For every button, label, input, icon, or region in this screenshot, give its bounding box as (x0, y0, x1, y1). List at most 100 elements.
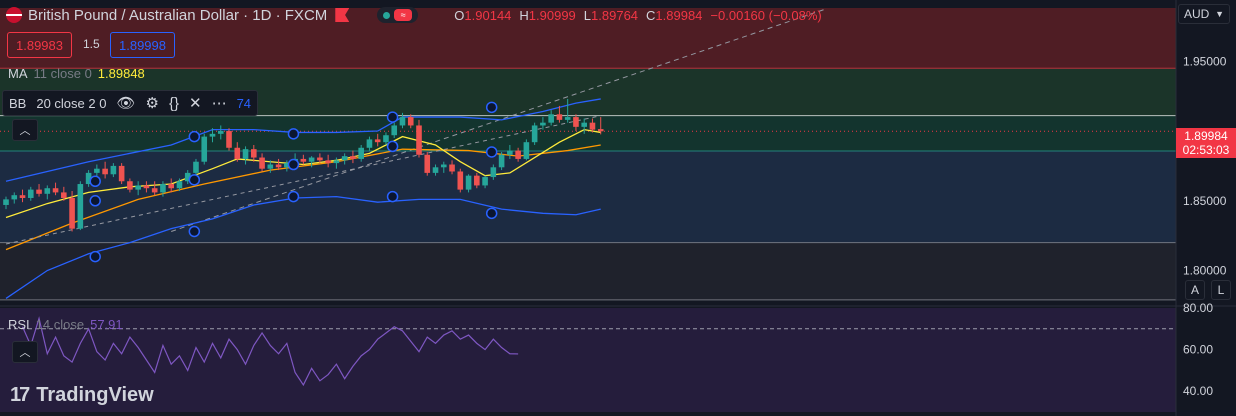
candle-body (61, 192, 67, 198)
bb-marker (386, 190, 399, 203)
ma-name: MA (8, 66, 28, 81)
tradingview-logo[interactable]: 17 TradingView (10, 384, 154, 407)
candle-body (193, 161, 199, 173)
candle-body (383, 135, 389, 143)
candle-body (366, 139, 373, 148)
chevron-up-icon: ︿ (19, 125, 31, 137)
candle-body (416, 125, 422, 155)
ma-params: 11 close 0 (33, 66, 92, 81)
source-code-icon[interactable]: {} (168, 94, 179, 112)
price-zone (0, 115, 1176, 151)
symbol-title[interactable]: British Pound / Australian Dollar · 1D ·… (28, 6, 328, 24)
candle-body (482, 177, 488, 186)
candle-body (151, 188, 158, 193)
rsi-tick-label: 80.00 (1183, 301, 1213, 315)
candle-body (118, 165, 125, 182)
candle-body (184, 172, 191, 182)
bb-legend[interactable]: BB 20 close 2 0 👁 ⚙ {} ✕ ⋯ 74 (2, 90, 259, 116)
price-tick-label: 1.95000 (1183, 54, 1227, 68)
candle-body (168, 184, 174, 189)
candle-body (498, 154, 505, 168)
candle-body (69, 197, 75, 229)
bb-upper-band (5, 98, 601, 182)
bb-lower-band (5, 195, 601, 299)
candle-body (556, 114, 563, 120)
candle-body (242, 149, 249, 159)
price-zone (0, 242, 1176, 300)
ohlc-values: O1.90144 H1.90999 L1.89764 C1.89984 −0.0… (454, 8, 821, 23)
log-scale-button[interactable]: L (1211, 280, 1231, 300)
bb-value: 74 (236, 95, 252, 111)
price-zone (0, 8, 1176, 69)
candle-body (19, 195, 26, 198)
auto-scale-button[interactable]: A (1185, 280, 1205, 300)
candle-body (127, 181, 133, 190)
candle-body (424, 154, 431, 173)
open-label: O (454, 7, 465, 23)
candle-body (589, 122, 596, 130)
candle-body (308, 157, 315, 162)
bb-marker (188, 174, 201, 186)
candle-body (474, 175, 480, 186)
bb-marker (485, 146, 498, 158)
last-price-label: 1.89984 02:53:03 (1176, 128, 1236, 158)
market-status-pill[interactable]: ≈ (377, 7, 419, 23)
collapse-legend-button[interactable]: ︿ (12, 119, 38, 141)
bb-marker (386, 140, 399, 153)
collapse-rsi-legend-button[interactable]: ︿ (12, 341, 38, 363)
rsi-line (21, 316, 519, 387)
ma-value: 1.89848 (97, 66, 145, 81)
candle-body (217, 131, 224, 134)
gear-icon[interactable]: ⚙ (145, 95, 159, 112)
candle-body (597, 129, 604, 132)
low-value: 1.89764 (591, 7, 639, 23)
eye-icon[interactable]: 👁 (116, 95, 136, 112)
candle-body (85, 172, 92, 185)
dashed-projection-line (171, 9, 824, 232)
candle-body (251, 149, 257, 158)
wave-icon: ≈ (394, 9, 413, 21)
rsi-params: 14 close (35, 317, 85, 332)
bar-countdown: 02:53:03 (1182, 143, 1230, 157)
bb-marker (485, 101, 498, 114)
candle-body (333, 160, 340, 164)
more-icon[interactable]: ⋯ (211, 95, 227, 112)
candle-body (317, 157, 323, 161)
candle-body (27, 189, 34, 198)
candle-body (523, 142, 530, 159)
bb-marker (287, 190, 300, 203)
candle-body (36, 189, 42, 194)
rsi-name: RSI (8, 317, 30, 332)
candle-body (391, 125, 398, 136)
brand-name: TradingView (36, 384, 154, 406)
ma-legend[interactable]: MA 11 close 0 1.89848 (8, 66, 145, 81)
candle-body (374, 139, 381, 143)
candle-body (515, 150, 521, 159)
bb-marker (485, 207, 498, 220)
currency-selector[interactable]: AUD ▼ (1178, 4, 1230, 24)
bb-marker (386, 111, 399, 123)
candle-body (11, 195, 18, 200)
candle-body (465, 175, 472, 190)
candle-body (457, 171, 464, 190)
high-label: H (519, 7, 529, 23)
sell-button[interactable]: 1.89983 (7, 32, 72, 58)
candle-body (143, 185, 150, 189)
candle-body (399, 117, 406, 126)
change-value: −0.00160 (−0.08%) (710, 7, 822, 23)
candle-body (102, 168, 108, 175)
candle-body (3, 199, 9, 205)
candle-body (540, 122, 546, 126)
candle-body (531, 125, 538, 143)
buy-button[interactable]: 1.89998 (110, 32, 175, 58)
candle-body (449, 164, 455, 172)
rsi-legend[interactable]: RSI 14 close 57.91 (8, 317, 123, 332)
last-price-value: 1.89984 (1184, 129, 1228, 143)
price-tick-label: 1.85000 (1183, 194, 1227, 208)
candle-body (275, 164, 282, 168)
candle-body (176, 181, 183, 189)
candle-body (259, 157, 265, 169)
market-closed-flag-icon[interactable] (335, 8, 350, 22)
close-icon[interactable]: ✕ (188, 95, 202, 112)
